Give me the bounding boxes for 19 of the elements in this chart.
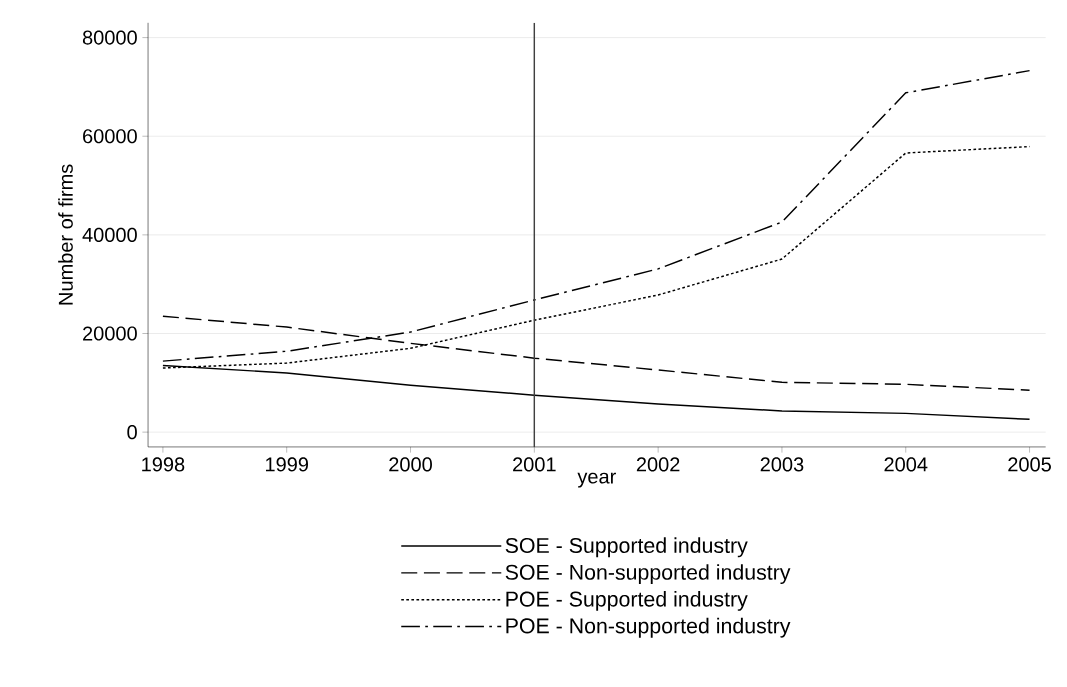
x-tick-label: 2000 — [389, 457, 432, 472]
legend-label: SOE - Non-supported industry — [505, 564, 791, 585]
legend-label: SOE - Supported industry — [505, 537, 748, 558]
x-axis-title: year — [577, 472, 616, 488]
y-tick-label: 0 — [127, 425, 137, 440]
y-axis-title: Number of firms — [58, 164, 73, 305]
x-tick-label: 1999 — [265, 457, 308, 472]
x-tick-label: 2003 — [760, 457, 804, 472]
legend-label: POE - Supported industry — [506, 591, 748, 611]
x-tick-label: 2002 — [636, 457, 680, 472]
y-tick-label: 60000 — [83, 129, 137, 144]
y-tick-label: 80000 — [82, 30, 137, 45]
y-tick-label: 20000 — [83, 326, 137, 341]
x-tick-label: 1998 — [142, 457, 185, 472]
x-tick-label: 2004 — [884, 457, 928, 472]
x-tick-label: 2005 — [1008, 457, 1051, 472]
y-tick-label: 40000 — [82, 227, 137, 242]
legend-label: POE - Non-supported industry — [506, 617, 791, 638]
x-tick-label: 2001 — [513, 457, 556, 472]
